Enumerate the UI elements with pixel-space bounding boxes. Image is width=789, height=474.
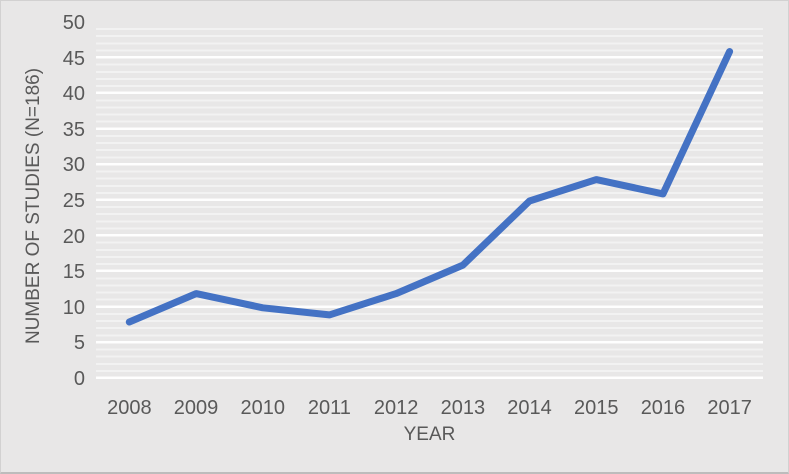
x-tick-label: 2017: [707, 397, 752, 419]
y-tick-label: 20: [62, 225, 85, 248]
x-tick-label: 2016: [640, 397, 686, 419]
y-tick-label: 10: [62, 296, 85, 319]
y-axis-title: NUMBER OF STUDIES (N=186): [23, 67, 44, 345]
x-tick-label: 2015: [574, 397, 619, 419]
x-axis-title: YEAR: [403, 424, 456, 445]
y-tick-label: 5: [73, 332, 85, 355]
x-tick-label: 2010: [240, 397, 286, 419]
y-tick-label: 35: [62, 118, 85, 141]
x-tick-label: 2012: [373, 397, 419, 419]
y-tick-label: 15: [62, 261, 85, 284]
x-tick-label: 2008: [107, 397, 152, 419]
y-tick-label: 0: [73, 368, 85, 390]
plot-area: [96, 23, 763, 379]
x-tick-label: 2011: [307, 397, 351, 419]
x-tick-label: 2009: [173, 397, 219, 419]
x-tick-label: 2014: [507, 397, 552, 419]
y-tick-label: 30: [62, 154, 85, 177]
y-tick-label: 45: [62, 47, 85, 70]
y-tick-label: 50: [62, 12, 85, 34]
x-tick-label: 2013: [440, 397, 486, 419]
y-tick-label: 40: [62, 83, 85, 106]
y-tick-label: 25: [62, 190, 85, 212]
